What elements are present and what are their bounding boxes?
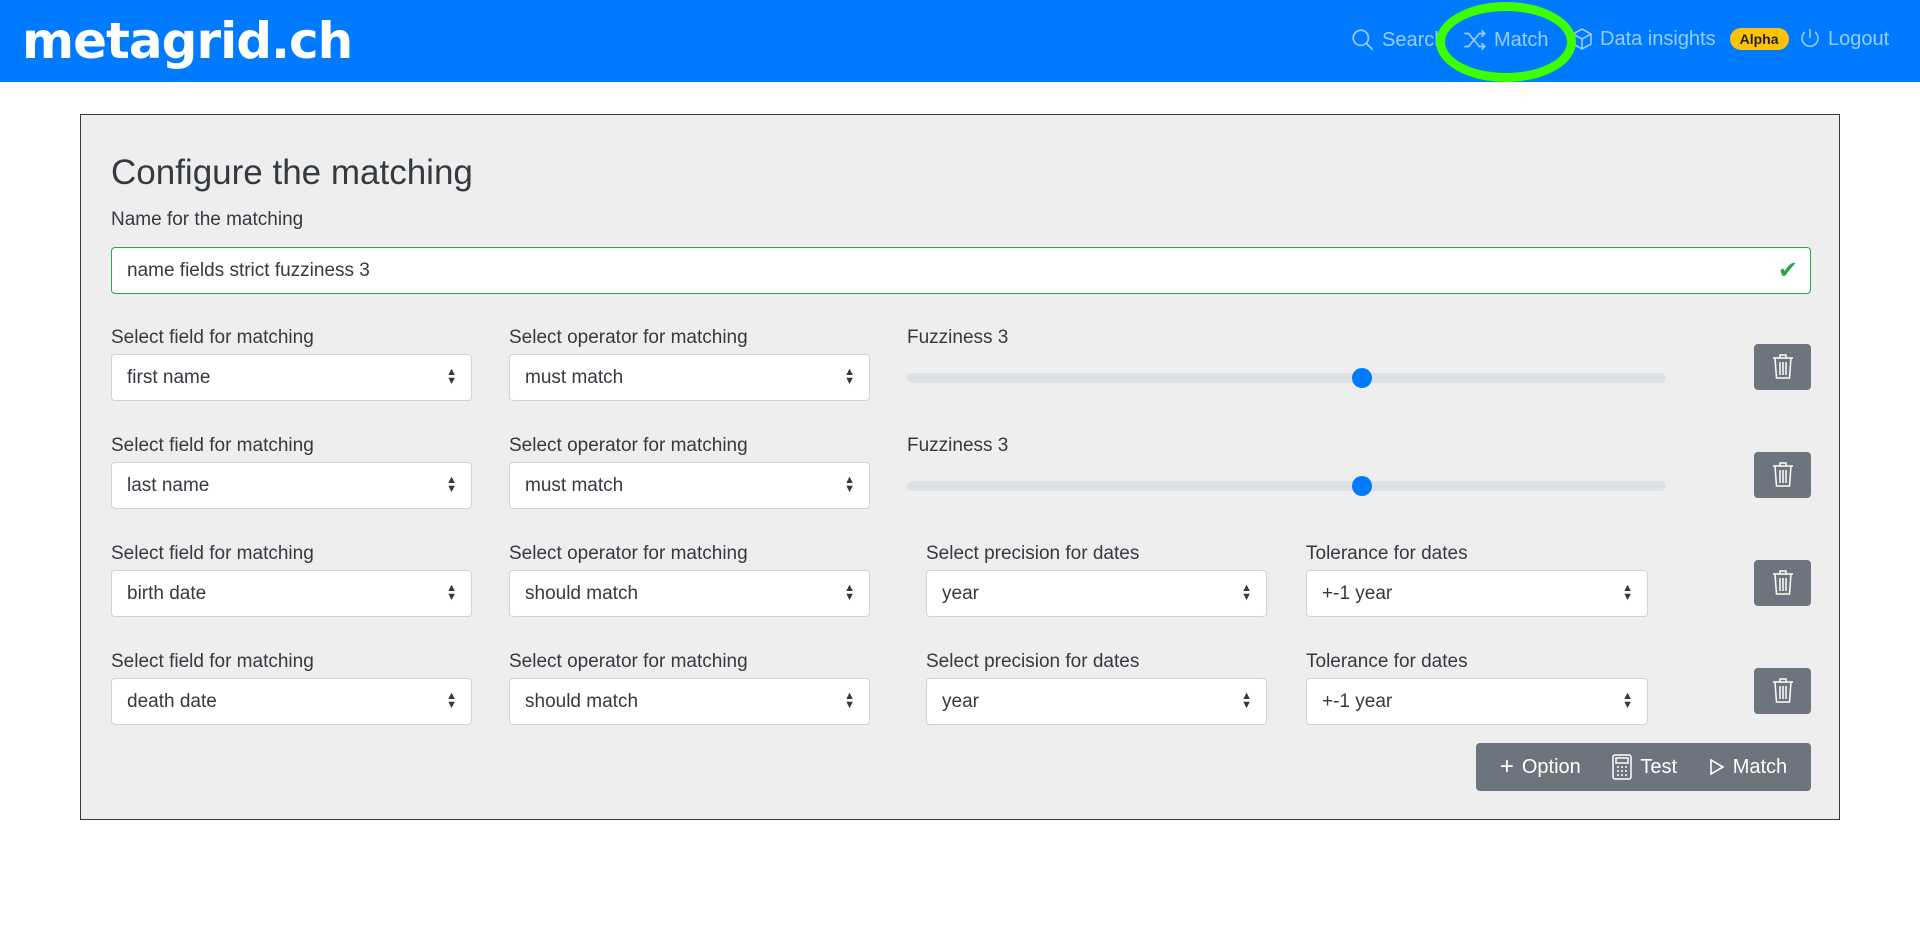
tolerance-label: Tolerance for dates	[1306, 651, 1468, 672]
fuzziness-slider[interactable]	[907, 476, 1666, 496]
slider-thumb[interactable]	[1352, 368, 1373, 388]
field-select[interactable]: death date ▲ ▼	[111, 678, 472, 725]
plus-icon: +	[1499, 753, 1514, 780]
field-select[interactable]: last name ▲ ▼	[111, 462, 472, 509]
field-select[interactable]: birth date ▲ ▼	[111, 570, 472, 617]
page-title: Configure the matching	[111, 153, 473, 192]
trash-icon	[1772, 570, 1793, 595]
tolerance-label: Tolerance for dates	[1306, 543, 1468, 564]
alpha-badge: Alpha	[1729, 28, 1789, 50]
delete-row-button[interactable]	[1754, 560, 1811, 606]
operator-select[interactable]: should match ▲ ▼	[509, 678, 870, 725]
select-arrows-icon: ▲ ▼	[844, 690, 855, 711]
play-icon	[1709, 758, 1725, 776]
power-icon	[1801, 29, 1819, 47]
precision-select[interactable]: year ▲ ▼	[926, 570, 1267, 617]
trash-icon	[1772, 462, 1793, 487]
trash-icon	[1772, 678, 1793, 703]
select-arrows-icon: ▲ ▼	[1241, 582, 1252, 603]
highlight-ellipse	[1436, 2, 1576, 82]
operator-label: Select operator for matching	[509, 651, 748, 672]
calculator-icon	[1612, 754, 1633, 780]
action-button-group: + Option Test Match	[1476, 743, 1811, 791]
matching-name-input[interactable]: name fields strict fuzziness 3 ✔	[111, 247, 1811, 294]
select-arrows-icon: ▲ ▼	[446, 582, 457, 603]
select-arrows-icon: ▲ ▼	[446, 366, 457, 387]
operator-label: Select operator for matching	[509, 327, 748, 348]
navbar: metagrid.ch Search Match Data insights A…	[0, 0, 1920, 82]
select-arrows-icon: ▲ ▼	[844, 474, 855, 495]
select-arrows-icon: ▲ ▼	[1622, 690, 1633, 711]
field-label: Select field for matching	[111, 543, 314, 564]
select-arrows-icon: ▲ ▼	[1622, 582, 1633, 603]
operator-select[interactable]: should match ▲ ▼	[509, 570, 870, 617]
check-icon: ✔	[1777, 257, 1798, 284]
field-label: Select field for matching	[111, 651, 314, 672]
select-arrows-icon: ▲ ▼	[446, 690, 457, 711]
nav-logout[interactable]: Logout	[1798, 27, 1889, 51]
delete-row-button[interactable]	[1754, 668, 1811, 714]
test-button[interactable]: Test	[1612, 754, 1677, 780]
logo[interactable]: metagrid.ch	[22, 12, 353, 70]
name-label: Name for the matching	[111, 209, 304, 230]
select-arrows-icon: ▲ ▼	[1241, 690, 1252, 711]
fuzziness-slider[interactable]	[907, 368, 1666, 388]
trash-icon	[1772, 354, 1793, 379]
operator-select[interactable]: must match ▲ ▼	[509, 354, 870, 401]
fuzziness-label: Fuzziness 3	[907, 327, 1009, 348]
search-icon	[1352, 29, 1374, 51]
select-arrows-icon: ▲ ▼	[446, 474, 457, 495]
operator-label: Select operator for matching	[509, 435, 748, 456]
precision-label: Select precision for dates	[926, 651, 1140, 672]
select-arrows-icon: ▲ ▼	[844, 582, 855, 603]
precision-label: Select precision for dates	[926, 543, 1140, 564]
matching-config-card: Configure the matching Name for the matc…	[80, 114, 1840, 820]
tolerance-select[interactable]: +-1 year ▲ ▼	[1306, 570, 1648, 617]
operator-label: Select operator for matching	[509, 543, 748, 564]
nav-data-insights[interactable]: Data insights Alpha	[1570, 27, 1789, 51]
fuzziness-label: Fuzziness 3	[907, 435, 1009, 456]
tolerance-select[interactable]: +-1 year ▲ ▼	[1306, 678, 1648, 725]
precision-select[interactable]: year ▲ ▼	[926, 678, 1267, 725]
delete-row-button[interactable]	[1754, 344, 1811, 390]
match-button[interactable]: Match	[1709, 756, 1787, 779]
slider-thumb[interactable]	[1352, 476, 1373, 496]
field-select[interactable]: first name ▲ ▼	[111, 354, 472, 401]
operator-select[interactable]: must match ▲ ▼	[509, 462, 870, 509]
add-option-button[interactable]: + Option	[1499, 753, 1581, 780]
nav-search[interactable]: Search	[1350, 27, 1445, 53]
field-label: Select field for matching	[111, 327, 314, 348]
delete-row-button[interactable]	[1754, 452, 1811, 498]
select-arrows-icon: ▲ ▼	[844, 366, 855, 387]
field-label: Select field for matching	[111, 435, 314, 456]
